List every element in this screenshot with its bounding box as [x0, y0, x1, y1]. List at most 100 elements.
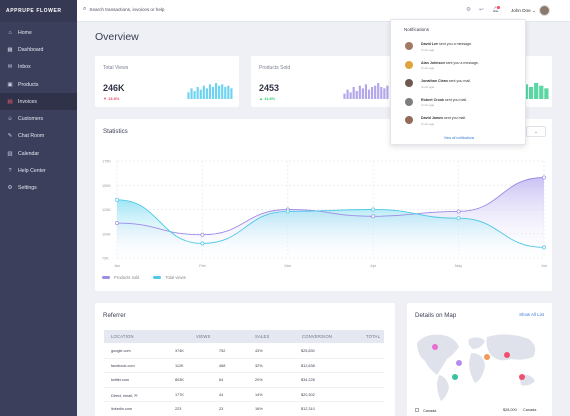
cell-sales: 23	[219, 407, 224, 411]
notification-message: Jonathan Clean sent you mail.	[421, 79, 471, 83]
avatar[interactable]	[539, 5, 550, 16]
sidebar-item-calendar[interactable]: ▥ Calendar	[0, 145, 77, 162]
data-point[interactable]	[371, 214, 376, 219]
data-point[interactable]	[542, 245, 546, 250]
data-point[interactable]	[200, 232, 205, 237]
column-header[interactable]: LOCATION	[111, 334, 134, 339]
map-pin[interactable]	[452, 374, 458, 380]
table-row[interactable]: google.com 374K 752 43% $25,830	[104, 344, 384, 359]
search-input[interactable]: Search transactions, invoices or help	[89, 7, 165, 12]
sidebar-item-label: Calendar	[18, 150, 40, 157]
notification-item[interactable]: Robert Crook sent you mail. 4 min ago	[405, 97, 520, 110]
period-dropdown[interactable]: ⌄	[526, 126, 546, 137]
help-icon: ?	[8, 168, 12, 175]
cell-conversion: 43%	[255, 349, 263, 353]
invoices-icon: ▤	[7, 98, 13, 105]
chart-legend: Products sold Total views	[102, 275, 186, 280]
column-header[interactable]: VIEWS	[196, 334, 211, 339]
sidebar-item-dashboard[interactable]: ▦ Dashboard	[0, 41, 77, 58]
data-point[interactable]	[542, 175, 546, 180]
sparkline-chart	[343, 83, 389, 99]
notification-text: sent you mail.	[443, 116, 467, 120]
show-all-link[interactable]: Show All List	[519, 312, 544, 317]
settings-icon[interactable]: ⚙	[466, 7, 472, 13]
avatar	[405, 116, 413, 124]
table-row[interactable]: facebook.com 112K 468 32% $12,638	[104, 359, 384, 373]
chat-icon: ✎	[7, 133, 13, 140]
map-pin[interactable]	[432, 344, 438, 350]
legend-label-views: Total views	[165, 275, 186, 280]
data-point[interactable]	[371, 207, 376, 212]
notifications-title: Notifications	[404, 27, 430, 32]
map-pin[interactable]	[504, 352, 510, 358]
data-point[interactable]	[456, 216, 461, 221]
sparkline-bar	[215, 83, 218, 99]
search-bar[interactable]: ⌕ Search transactions, invoices or help	[83, 6, 164, 13]
sidebar-item-home[interactable]: ⌂ Home	[0, 24, 77, 41]
sparkline-bar	[352, 87, 355, 99]
cell-views: 223	[175, 407, 182, 411]
sidebar-item-inbox[interactable]: ✉ Inbox	[0, 59, 77, 76]
world-map[interactable]	[407, 325, 552, 405]
sidebar-item-help-center[interactable]: ? Help Center	[0, 162, 77, 179]
row-checkbox[interactable]	[415, 408, 419, 412]
sidebar-item-products[interactable]: ▣ Products	[0, 76, 77, 93]
cell-views: 112K	[175, 363, 184, 368]
table-row[interactable]: twitter.com 803K 64 20% $34,228	[104, 373, 384, 388]
stat-card-products-sold: Products Sold 2453 ▲ 11.8%	[251, 56, 395, 107]
column-header[interactable]: SALES	[255, 334, 270, 339]
stat-title: Total Views	[103, 65, 129, 71]
user-name[interactable]: John Doe ⌄	[511, 7, 536, 13]
notification-item[interactable]: Alan Johnson sent you a message. 4 min ag…	[405, 60, 520, 73]
column-header[interactable]: CONVERSION	[302, 334, 333, 339]
notification-item[interactable]: David James sent you mail. 4 min ago	[405, 115, 520, 128]
x-tick-label: Mar	[285, 264, 292, 268]
referrer-card: Referrer	[95, 303, 395, 416]
referrer-title: Referrer	[103, 312, 126, 319]
x-tick-label: Feb	[199, 264, 206, 268]
table-row[interactable]: Direct, email, ✉ 177K 44 14% $20,302	[104, 388, 384, 402]
sparkline-bar	[202, 85, 205, 99]
sparkline-bar	[221, 84, 224, 99]
sparkline-bar	[355, 91, 358, 99]
sparkline-bar	[367, 89, 371, 99]
data-point[interactable]	[200, 241, 205, 246]
sparkline-bar	[364, 84, 368, 99]
data-point[interactable]	[285, 209, 290, 214]
sparkline-bar	[224, 87, 227, 99]
map-pin[interactable]	[484, 354, 490, 360]
sidebar-item-customers[interactable]: ☺ Customers	[0, 110, 77, 127]
sidebar-item-label: Inbox	[18, 64, 31, 71]
map-pin[interactable]	[456, 360, 462, 366]
brand-logo[interactable]: APPRUPE FLOWER	[0, 0, 77, 22]
view-all-notifications-link[interactable]: View all notifications	[443, 136, 475, 140]
series-line	[116, 177, 545, 236]
notification-item[interactable]: David Lee sent you a message. 4 min ago	[405, 41, 520, 54]
map-list-row: Canada $28,000 Canada	[415, 408, 545, 413]
cell-views: 177K	[175, 392, 184, 397]
avatar	[405, 79, 413, 87]
notification-time: 4 min ago	[421, 66, 435, 70]
statistics-chart: Jan Feb Mar Apr May Jun 75K 100K 125K 150K 175K	[102, 160, 547, 269]
column-header[interactable]: TOTAL	[366, 334, 381, 339]
map-region: Canada	[523, 408, 537, 412]
cell-total: $20,302	[301, 392, 315, 397]
table-row[interactable]: linkedin.com 223 23 16% $12,310	[104, 402, 384, 416]
reply-icon[interactable]: ↩	[479, 7, 484, 13]
bell-icon[interactable]: 🔔︎	[492, 7, 500, 13]
map-title: Details on Map	[415, 312, 457, 319]
sidebar-item-invoices[interactable]: ▤ Invoices	[0, 93, 77, 111]
cell-total: $25,830	[301, 349, 315, 353]
legend-swatch-products	[102, 276, 110, 279]
sidebar-item-chat-room[interactable]: ✎ Chat Room	[0, 128, 77, 145]
sparkline-bar	[349, 92, 352, 99]
sidebar-item-settings[interactable]: ⚙ Settings	[0, 180, 77, 197]
data-point[interactable]	[115, 221, 119, 226]
sparkline-bar	[205, 88, 208, 99]
cell-sales: 44	[219, 392, 224, 397]
notification-item[interactable]: Jonathan Clean sent you mail. 4 min ago	[405, 78, 520, 91]
data-point[interactable]	[456, 209, 461, 214]
stat-change: ▼ 13.8%	[103, 96, 120, 101]
data-point[interactable]	[115, 197, 119, 202]
map-pin[interactable]	[519, 374, 525, 380]
